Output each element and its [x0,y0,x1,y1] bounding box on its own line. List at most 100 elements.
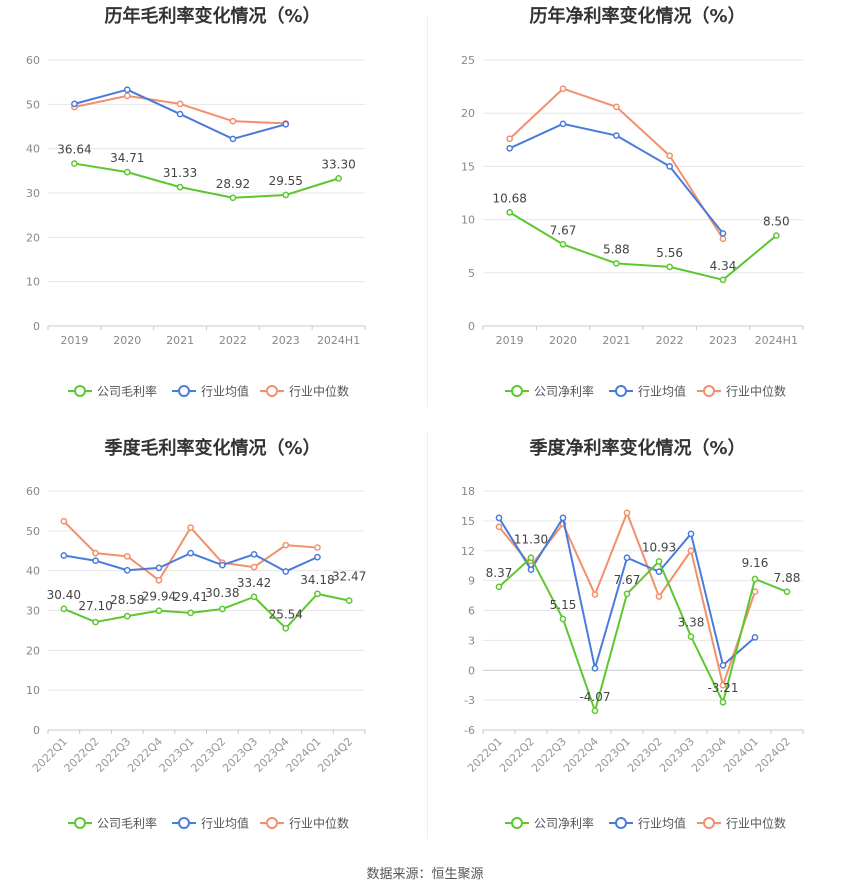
data-point-2 [176,100,184,108]
data-point-0 [666,263,674,271]
data-label: 7.67 [614,573,641,587]
data-point-0 [229,194,237,202]
x-tick-label: 2019 [60,334,88,347]
y-tick-label: 5 [468,267,475,280]
data-point-0 [71,160,78,167]
legend-marker [703,385,715,397]
data-point-1 [527,566,535,574]
data-point-1 [314,553,321,561]
x-tick-label: 2024Q2 [315,735,355,775]
data-point-0 [123,612,131,620]
data-point-1 [506,144,514,152]
y-tick-label: 25 [461,54,475,67]
y-tick-label: 10 [26,276,40,289]
legend-label: 公司净利率 [534,384,594,399]
data-point-2 [92,549,99,557]
chart-title: 历年净利率变化情况（%） [529,6,746,27]
data-point-2 [559,85,567,93]
y-tick-label: 20 [26,231,40,244]
data-point-2 [591,591,599,598]
panel-divider [427,432,428,839]
data-label: 7.67 [550,223,577,237]
legend-marker [615,817,627,829]
x-tick-label: 2020 [549,334,577,347]
data-point-1 [155,564,163,572]
y-tick-label: 20 [26,644,40,657]
x-tick-label: 2024H1 [317,334,360,347]
data-point-1 [559,120,567,128]
data-point-2 [314,544,321,551]
data-label: 11.30 [514,533,548,547]
legend-label: 公司净利率 [534,816,594,831]
legend-label: 行业中位数 [289,816,349,831]
y-tick-label: 20 [461,107,475,120]
data-point-0 [591,707,599,715]
data-label: 9.16 [742,556,769,570]
data-label: 4.34 [710,259,737,273]
data-label: 30.38 [205,586,239,600]
data-label: 5.56 [656,246,683,260]
data-point-1 [123,566,131,574]
x-tick-label: 2024Q2 [753,735,793,775]
legend-label: 行业均值 [201,816,249,831]
data-point-1 [655,568,663,576]
data-point-2 [687,547,695,555]
y-tick-label: 0 [33,320,40,333]
legend-marker [74,817,86,829]
data-point-1 [612,132,620,139]
data-point-1 [495,514,503,522]
data-point-0 [219,605,226,613]
legend-label: 公司毛利率 [97,816,157,831]
x-tick-label: 2023 [272,334,300,347]
data-point-0 [335,175,342,182]
data-point-1 [719,230,727,237]
legend-label: 行业中位数 [726,384,786,399]
data-point-2 [60,517,68,525]
y-tick-label: 6 [468,605,475,618]
data-label: 29.55 [269,174,303,188]
series-line-0 [63,592,350,630]
chart-annual-gross-margin: 历年毛利率变化情况（%） 0 10 20 30 40 50 60 2019 2020 2021 20… [0,0,425,420]
x-tick-label: 2020 [113,334,141,347]
data-point-1 [751,634,759,641]
legend-label: 行业均值 [638,816,686,831]
data-label: 5.15 [550,598,577,612]
data-point-0 [559,241,567,248]
data-point-0 [123,168,131,176]
y-tick-label: 40 [26,143,40,156]
series-line-1 [509,122,724,235]
data-point-0 [345,597,353,605]
data-label: 31.33 [163,166,197,180]
x-tick-label: 2021 [166,334,194,347]
y-tick-label: 50 [26,98,40,111]
y-tick-label: 50 [26,525,40,538]
data-label: 25.54 [269,607,303,621]
legend-marker [178,817,190,829]
series-line-2 [74,94,286,125]
x-tick-label: 2023 [709,334,737,347]
data-point-1 [229,135,237,143]
y-tick-label: 40 [26,565,40,578]
data-point-0 [282,191,290,199]
data-point-2 [495,523,503,531]
data-point-1 [282,120,290,128]
legend-label: 公司毛利率 [97,384,157,399]
data-point-1 [623,554,631,562]
data-label: 7.88 [774,571,801,585]
y-tick-label: 15 [461,160,475,173]
chart-title: 季度毛利率变化情况（%） [104,438,321,459]
data-point-1 [176,110,184,118]
data-point-0 [506,209,514,216]
data-point-0 [250,593,258,601]
y-tick-label: 60 [26,485,40,498]
data-point-0 [783,588,791,596]
data-point-0 [314,590,321,598]
series-line-0 [509,211,777,281]
data-point-2 [719,235,727,243]
data-point-1 [92,557,99,565]
y-tick-label: -3 [464,694,475,707]
x-tick-label: 2024H1 [755,334,798,347]
data-point-0 [612,260,620,267]
chart-title: 季度净利率变化情况（%） [529,438,746,459]
data-label: 33.30 [321,157,355,171]
